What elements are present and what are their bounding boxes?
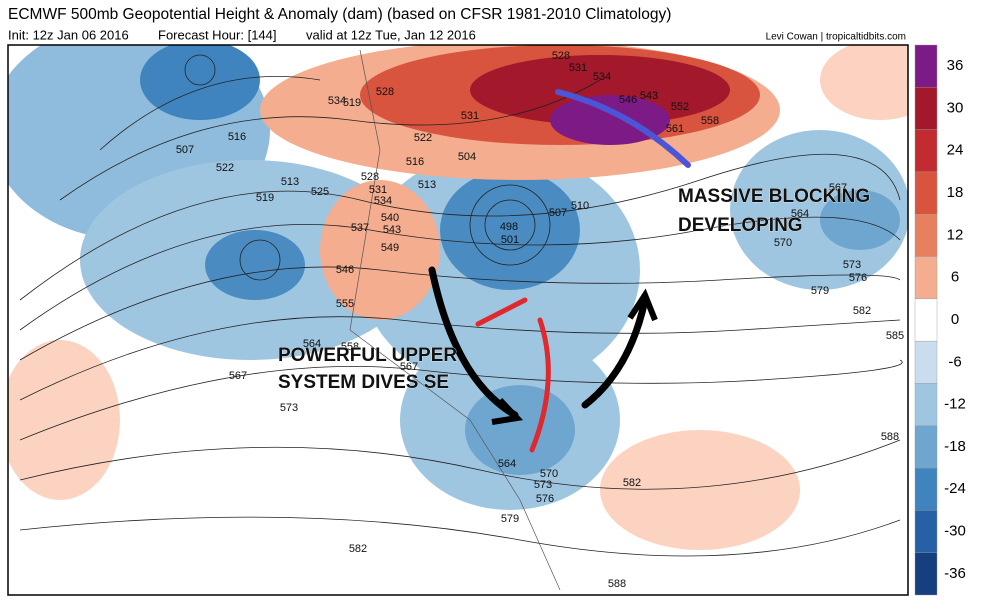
contour-label: 567 xyxy=(829,182,847,194)
contour-label: 534 xyxy=(328,95,346,107)
colorbar-swatch xyxy=(914,298,938,342)
colorbar-swatch xyxy=(914,383,938,426)
contour-label: 531 xyxy=(461,110,479,122)
init: Init: 12z Jan 06 2016 xyxy=(8,27,129,42)
contour-label: 549 xyxy=(381,242,399,254)
contour-label: 498 xyxy=(500,221,518,233)
contour-label: 531 xyxy=(569,62,587,74)
contour-label: 531 xyxy=(369,184,387,196)
colorbar-swatch xyxy=(914,340,938,384)
contour-label: 519 xyxy=(256,192,274,204)
contour-label: 585 xyxy=(886,330,904,342)
colorbar-swatch xyxy=(914,171,938,215)
colorbar-label: -12 xyxy=(944,396,966,413)
annotation: MASSIVE BLOCKING xyxy=(678,186,870,207)
colorbar-label: 18 xyxy=(947,184,964,201)
contour-label: 528 xyxy=(552,50,570,62)
valid-time: valid at 12z Tue, Jan 12 2016 xyxy=(306,27,476,42)
contour-label: 501 xyxy=(501,234,519,246)
colorbar-label: 24 xyxy=(947,142,964,159)
annotation: SYSTEM DIVES SE xyxy=(278,372,449,393)
contour-label: 534 xyxy=(374,195,392,207)
contour-label: 516 xyxy=(406,156,424,168)
colorbar-swatch xyxy=(914,129,938,173)
contour-label: 540 xyxy=(381,212,399,224)
contour-label: 528 xyxy=(361,171,379,183)
colorbar-label: 0 xyxy=(951,311,959,328)
contour-label: 513 xyxy=(418,179,436,191)
forecast-hour: Forecast Hour: [144] xyxy=(158,27,277,42)
colorbar-label: 30 xyxy=(947,99,964,116)
contour-label: 576 xyxy=(849,272,867,284)
contour-label: 588 xyxy=(608,578,626,590)
map-frame xyxy=(7,44,909,596)
colorbar-label: 36 xyxy=(947,57,964,74)
contour-label: 573 xyxy=(843,259,861,271)
contour-label: 570 xyxy=(774,237,792,249)
colorbar-swatch xyxy=(914,510,938,553)
contour-label: 567 xyxy=(229,370,247,382)
contour-label: 519 xyxy=(343,97,361,109)
contour-label: 576 xyxy=(536,493,554,505)
colorbar-swatch xyxy=(914,552,938,596)
colorbar-label: -6 xyxy=(948,353,961,370)
contour-label: 507 xyxy=(549,207,567,219)
annotation: DEVELOPING xyxy=(678,215,803,236)
colorbar-label: 6 xyxy=(951,269,959,286)
colorbar: 36 30 24 18 12 6 0 -6 -12 -18 -24 -30 -36 xyxy=(914,44,966,596)
contour-label: 504 xyxy=(458,151,476,163)
annotation: POWERFUL UPPER xyxy=(278,345,457,366)
contour-label: 522 xyxy=(414,132,432,144)
contour-label: 555 xyxy=(336,298,354,310)
contour-label: 558 xyxy=(701,115,719,127)
contour-label: 579 xyxy=(501,513,519,525)
colorbar-swatch xyxy=(914,214,938,257)
contour-label: 513 xyxy=(281,176,299,188)
contour-label: 564 xyxy=(498,458,516,470)
contour-label: 546 xyxy=(336,264,354,276)
contour-label: 510 xyxy=(571,200,589,212)
colorbar-label: -24 xyxy=(944,480,966,497)
contour-label: 582 xyxy=(349,543,367,555)
colorbar-swatch xyxy=(914,425,938,469)
title: ECMWF 500mb Geopotential Height & Anomal… xyxy=(8,6,671,23)
colorbar-label: -18 xyxy=(944,438,966,455)
colorbar-label: -30 xyxy=(944,523,966,540)
contour-label: 561 xyxy=(666,123,684,135)
contour-label: 564 xyxy=(791,208,809,220)
contour-label: 573 xyxy=(534,479,552,491)
contour-label: 582 xyxy=(853,305,871,317)
contour-label: 567 xyxy=(400,361,418,373)
contour-label: 573 xyxy=(280,402,298,414)
contour-label: 558 xyxy=(341,341,359,353)
contour-label: 522 xyxy=(216,162,234,174)
contour-label: 582 xyxy=(623,477,641,489)
colorbar-swatch xyxy=(914,256,938,300)
contour-label: 537 xyxy=(351,222,369,234)
contour-label: 534 xyxy=(593,71,611,83)
contour-label: 507 xyxy=(176,144,194,156)
contour-label: 564 xyxy=(303,338,321,350)
colorbar-label: 12 xyxy=(947,226,964,243)
colorbar-swatch xyxy=(914,87,938,130)
contour-label: 543 xyxy=(640,90,658,102)
contour-label: 525 xyxy=(311,186,329,198)
credit: Levi Cowan | tropicaltidbits.com xyxy=(766,32,906,43)
contour-label: 570 xyxy=(540,468,558,480)
contour-label: 543 xyxy=(383,224,401,236)
contour-label: 579 xyxy=(811,285,829,297)
colorbar-swatch xyxy=(914,44,938,88)
contour-label: 528 xyxy=(376,86,394,98)
contour-label: 516 xyxy=(228,131,246,143)
contour-label: 552 xyxy=(671,101,689,113)
colorbar-swatch xyxy=(914,467,938,511)
colorbar-label: -36 xyxy=(944,565,966,582)
contour-label: 546 xyxy=(619,94,637,106)
contour-label: 588 xyxy=(881,431,899,443)
